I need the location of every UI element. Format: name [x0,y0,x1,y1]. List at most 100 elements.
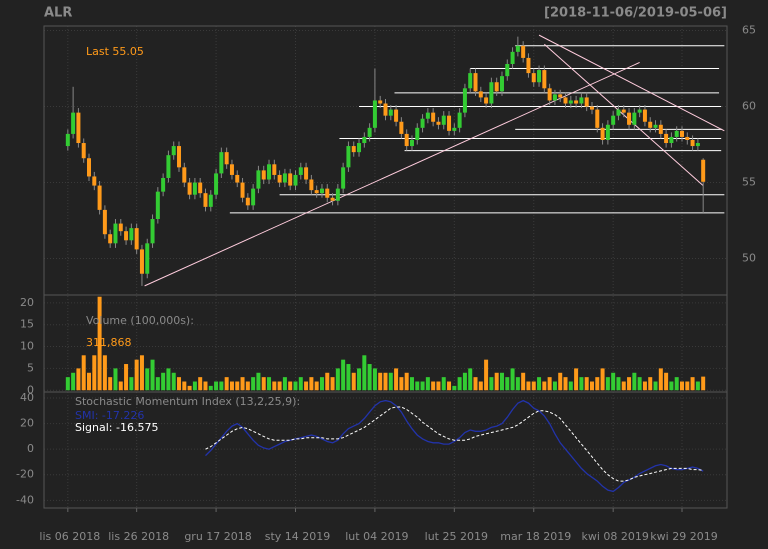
volume-bar [648,377,653,391]
candle-body [182,167,187,183]
candle-body [330,197,335,201]
volume-bar [214,381,219,391]
volume-bar [394,368,399,391]
volume-bar [600,368,605,391]
candle-body [251,188,256,206]
candle-body [335,188,340,201]
candle-body [484,97,489,104]
volume-bar [526,381,531,391]
candle-body [478,91,483,98]
volume-bar [108,377,113,391]
legend-entry: Signal: -16.575 [75,421,158,434]
volume-bar [515,377,520,391]
volume-bar [563,377,568,391]
volume-bar [447,381,452,391]
volume-bar [372,368,377,391]
volume-bar [462,372,467,391]
date-range: [2018-11-06/2019-05-06] [544,6,727,21]
x-tick-label: lut 25 2019 [425,530,488,543]
candle-body [272,164,277,175]
volume-bar [161,372,166,391]
candle-body [685,136,690,140]
candle-body [515,45,520,52]
trend-line [144,62,640,287]
volume-bar [102,355,107,391]
candle-body [489,82,494,104]
volume-bar [224,377,229,391]
volume-bar [335,368,340,391]
volume-bar [404,372,409,391]
smi-label: Stochastic Momentum Index (13,2,25,9): [75,395,300,408]
candle-body [362,136,367,144]
candle-body [198,182,203,194]
volume-bar [478,381,483,391]
y-tick-label: 65 [742,24,756,37]
y-tick-label: 55 [742,176,756,189]
volume-bar [558,372,563,391]
candle-body [494,82,499,92]
candle-body [616,109,621,116]
candle-body [658,124,663,134]
x-tick-label: lis 06 2018 [39,530,100,543]
y-tick-label: 40 [20,391,34,404]
volume-bar [521,372,526,391]
trend-line [538,34,725,132]
volume-bar [547,377,552,391]
candle-body [161,177,166,192]
volume-bar [658,368,663,391]
volume-bar [65,377,70,391]
candle-body [383,103,388,116]
candle-body [240,182,245,198]
candle-body [261,170,266,180]
volume-bar [282,377,287,391]
volume-bar [505,377,510,391]
volume-bar [441,377,446,391]
x-tick-label: sty 14 2019 [265,530,331,543]
volume-bar [415,381,420,391]
candle-body [102,209,107,235]
chart-title: ALR [44,6,72,21]
volume-bar [81,355,86,391]
candle-body [71,112,76,134]
candle-body [542,70,547,89]
volume-bar [589,381,594,391]
y-tick-label: -40 [16,493,34,506]
candle-body [436,121,441,125]
candle-body [388,109,393,116]
volume-bar [118,381,123,391]
volume-bar [309,377,314,391]
volume-bar [579,377,584,391]
candle-body [314,190,319,194]
candle-body [367,127,372,137]
candle-body [579,97,584,104]
candle-body [372,100,377,128]
candle-body [552,94,557,101]
x-tick-label: gru 17 2018 [184,530,251,543]
volume-bar [362,355,367,391]
volume-bar [685,381,690,391]
candle-body [425,112,430,119]
candle-body [627,112,632,125]
candle-body [145,243,150,274]
volume-bar [420,381,425,391]
candle-body [510,51,515,64]
volume-bar [277,381,282,391]
volume-bar [267,377,272,391]
candle-body [97,185,102,210]
candle-body [113,223,118,244]
volume-bar [139,355,144,391]
last-label: Last 55.05 [86,45,144,58]
candle-body [637,109,642,113]
candle-body [155,191,160,220]
candle-body [129,228,134,241]
volume-bar [584,377,589,391]
volume-bar [124,364,129,391]
y-tick-label: 20 [20,417,34,430]
candle-body [409,139,414,147]
smi-panel-border [43,391,728,509]
candle-body [669,136,674,144]
volume-bar [288,381,293,391]
candle-body [462,88,467,113]
